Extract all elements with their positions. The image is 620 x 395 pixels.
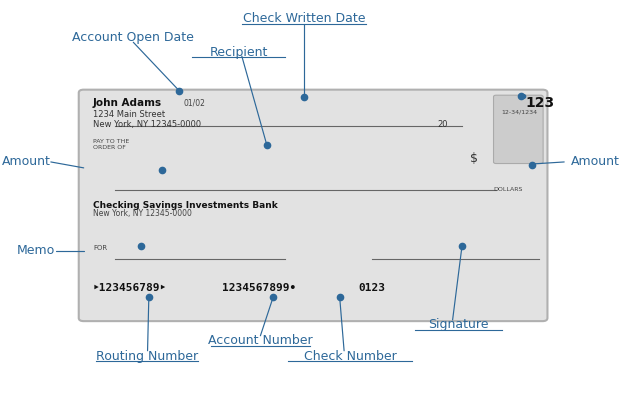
Text: PAY TO THE: PAY TO THE <box>93 139 129 143</box>
Text: Routing Number: Routing Number <box>97 350 198 363</box>
Text: Check Number: Check Number <box>304 350 397 363</box>
Text: Amount: Amount <box>571 156 619 168</box>
Text: New York, NY 12345-0000: New York, NY 12345-0000 <box>93 120 201 128</box>
Text: Signature: Signature <box>428 318 489 331</box>
FancyBboxPatch shape <box>494 95 543 164</box>
Text: FOR: FOR <box>93 245 107 251</box>
Text: 01/02: 01/02 <box>184 98 205 107</box>
Text: Checking Savings Investments Bank: Checking Savings Investments Bank <box>93 201 278 209</box>
Text: Account Open Date: Account Open Date <box>73 31 194 44</box>
Text: DOLLARS: DOLLARS <box>493 187 522 192</box>
Text: Check Written Date: Check Written Date <box>242 13 365 25</box>
Text: •: • <box>518 89 528 107</box>
Text: 123: 123 <box>526 96 555 110</box>
Text: New York, NY 12345-0000: New York, NY 12345-0000 <box>93 209 192 218</box>
Text: 1234567899•: 1234567899• <box>222 282 296 293</box>
Text: Recipient: Recipient <box>210 46 268 58</box>
Text: 0123: 0123 <box>358 282 386 293</box>
Text: Memo: Memo <box>17 245 55 257</box>
Text: 1234 Main Street: 1234 Main Street <box>93 110 165 119</box>
Text: 20: 20 <box>438 120 448 129</box>
Text: 12-34/1234: 12-34/1234 <box>501 110 537 115</box>
Text: John Adams: John Adams <box>93 98 162 108</box>
Text: $: $ <box>470 152 478 164</box>
Text: Account Number: Account Number <box>208 334 312 347</box>
FancyBboxPatch shape <box>79 90 547 321</box>
Text: Amount: Amount <box>2 156 51 168</box>
Text: ORDER OF: ORDER OF <box>93 145 126 150</box>
Text: ‣123456789‣: ‣123456789‣ <box>93 282 167 293</box>
